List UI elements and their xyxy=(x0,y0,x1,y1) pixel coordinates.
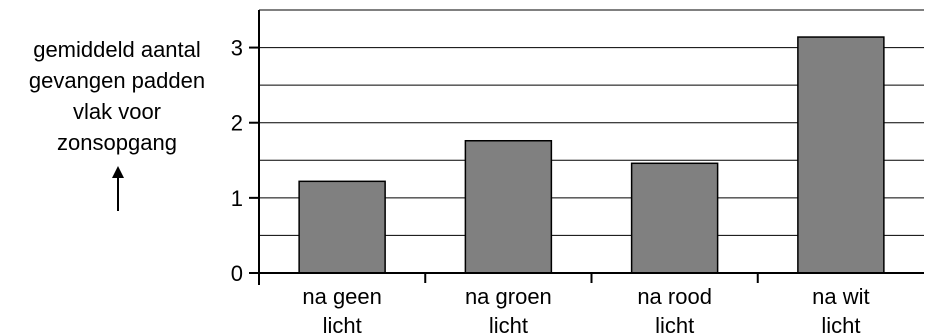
y-axis-arrow-icon xyxy=(112,166,124,178)
x-category-label: na groen xyxy=(465,284,552,309)
bar xyxy=(630,162,719,274)
x-category-labels: na geen licht na groen licht na rood licht na … xyxy=(302,284,869,335)
y-tick-label: 0 xyxy=(231,261,243,286)
x-category-label: licht xyxy=(489,313,528,335)
y-tick-label: 2 xyxy=(231,111,243,136)
y-ticks: 0 1 2 3 xyxy=(231,36,259,286)
x-category-label: licht xyxy=(655,313,694,335)
x-category-label: na wit xyxy=(812,284,869,309)
y-axis-title-line-1: gemiddeld aantal xyxy=(33,37,201,62)
y-axis-title-line-2: gevangen padden xyxy=(29,68,205,93)
x-category-label: licht xyxy=(323,313,362,335)
bar xyxy=(298,180,386,274)
x-category-label: na geen xyxy=(302,284,382,309)
x-category-label: na rood xyxy=(637,284,712,309)
y-axis-title: gemiddeld aantal gevangen padden vlak vo… xyxy=(29,37,205,211)
x-category-label: licht xyxy=(821,313,860,335)
y-tick-label: 3 xyxy=(231,36,243,61)
bar xyxy=(464,139,553,274)
bars xyxy=(298,36,885,274)
y-axis-title-line-4: zonsopgang xyxy=(57,130,177,155)
y-axis-title-line-3: vlak voor xyxy=(73,99,161,124)
bar xyxy=(797,36,885,274)
axes xyxy=(249,10,924,285)
y-tick-label: 1 xyxy=(231,186,243,211)
